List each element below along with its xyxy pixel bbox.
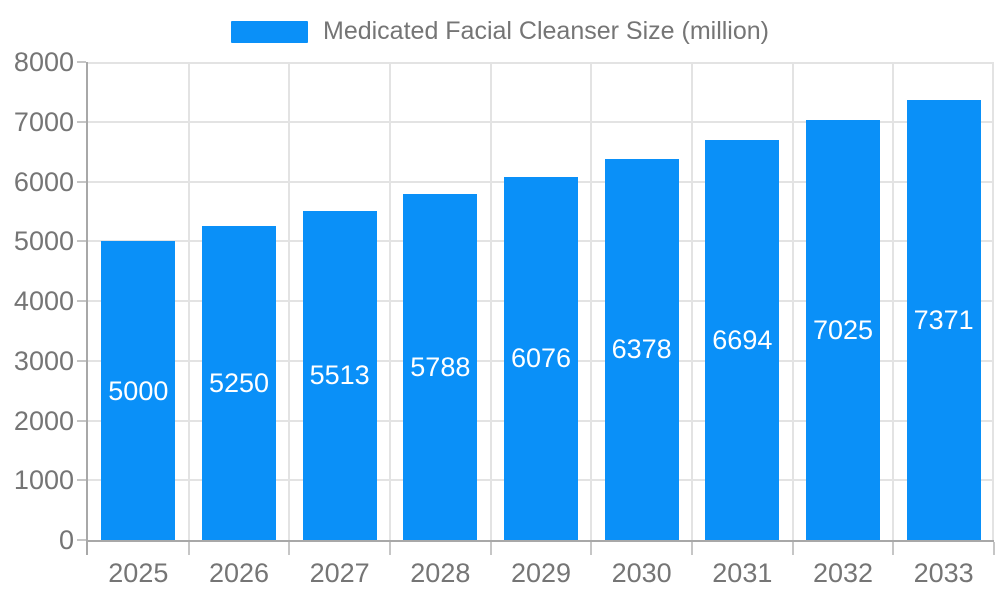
bar[interactable]: 6076 <box>504 176 578 540</box>
y-axis-label: 3000 <box>13 345 74 376</box>
bar-value-label: 7371 <box>913 304 974 335</box>
y-axis-tick <box>77 419 86 422</box>
v-gridline <box>691 62 693 540</box>
legend[interactable]: Medicated Facial Cleanser Size (million) <box>0 19 1000 44</box>
y-axis-label: 6000 <box>13 166 74 197</box>
bar[interactable]: 7371 <box>906 99 981 540</box>
v-gridline <box>792 62 794 540</box>
y-axis-label: 8000 <box>13 47 74 77</box>
bar-value-label: 5788 <box>410 352 471 383</box>
x-axis-tick <box>490 542 492 555</box>
v-gridline <box>288 62 290 540</box>
y-axis-label: 5000 <box>13 226 74 257</box>
bar-value-label: 5250 <box>208 368 270 399</box>
bar-value-label: 5513 <box>309 360 370 391</box>
x-axis-label: 2026 <box>208 558 270 588</box>
bar[interactable]: 5250 <box>202 226 276 540</box>
bar-value-label: 6694 <box>712 325 773 355</box>
v-gridline <box>490 62 492 540</box>
bar[interactable]: 5788 <box>403 194 478 540</box>
x-axis-label: 2027 <box>309 558 370 588</box>
plot-area: 5000 5250 5513 5788 6076 6378 6694 7025 7371 <box>86 62 994 542</box>
legend-label: Medicated Facial Cleanser Size (million) <box>323 17 769 45</box>
x-axis-tick <box>389 542 391 555</box>
x-axis-tick <box>691 542 693 555</box>
x-axis-label: 2032 <box>812 558 874 588</box>
bar-value-label: 6378 <box>611 334 672 365</box>
y-axis-label: 7000 <box>13 106 74 137</box>
x-axis-label: 2031 <box>712 558 773 588</box>
v-gridline <box>590 62 592 540</box>
x-axis-label: 2030 <box>611 558 672 588</box>
v-gridline <box>992 62 994 540</box>
x-axis-tick <box>792 542 794 555</box>
x-axis-label: 2028 <box>410 558 471 588</box>
y-axis-label: 2000 <box>13 405 74 436</box>
bar[interactable]: 6694 <box>705 140 780 540</box>
bar-value-label: 5000 <box>108 375 169 406</box>
x-axis-label: 2033 <box>913 558 974 588</box>
x-axis-tick <box>892 542 894 555</box>
v-gridline <box>389 62 391 540</box>
y-axis-tick <box>77 61 86 63</box>
h-gridline <box>88 120 994 123</box>
y-axis-tick <box>77 120 86 123</box>
y-axis-tick <box>77 539 86 541</box>
bar-value-label: 6076 <box>510 343 572 374</box>
bar[interactable]: 5513 <box>302 210 377 540</box>
x-axis-tick <box>288 542 290 555</box>
bar[interactable]: 5000 <box>101 241 176 540</box>
x-axis-label: 2029 <box>510 558 572 588</box>
bar[interactable]: 6378 <box>604 158 679 540</box>
y-axis-tick <box>77 359 86 362</box>
x-axis-tick <box>590 542 592 555</box>
bar-value-label: 7025 <box>812 315 874 346</box>
v-gridline <box>188 62 190 540</box>
x-axis-tick <box>86 542 88 555</box>
bar[interactable]: 7025 <box>806 120 880 540</box>
h-gridline <box>88 62 994 64</box>
v-gridline <box>892 62 894 540</box>
y-axis-tick <box>77 479 86 482</box>
x-axis-tick <box>188 542 190 555</box>
y-axis-label: 0 <box>58 525 74 555</box>
legend-swatch <box>231 20 308 43</box>
x-axis-tick <box>993 542 995 555</box>
y-axis-label: 4000 <box>13 286 74 316</box>
x-axis-label: 2025 <box>108 558 169 588</box>
y-axis-tick <box>77 300 86 302</box>
y-axis-label: 1000 <box>13 465 74 496</box>
y-axis-tick <box>77 240 86 243</box>
y-axis-tick <box>77 180 86 183</box>
